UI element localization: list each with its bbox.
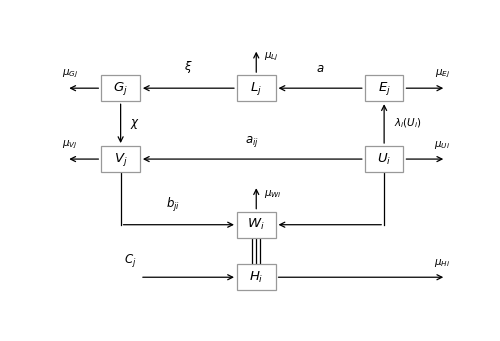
FancyBboxPatch shape (237, 211, 276, 238)
Text: $\lambda_i(U_i)$: $\lambda_i(U_i)$ (394, 117, 422, 130)
FancyBboxPatch shape (237, 264, 276, 291)
Text: $a_{ij}$: $a_{ij}$ (246, 134, 260, 149)
FancyBboxPatch shape (237, 75, 276, 101)
FancyBboxPatch shape (364, 75, 404, 101)
Text: $\xi$: $\xi$ (184, 59, 193, 75)
Text: $H_i$: $H_i$ (249, 270, 264, 285)
Text: $\mu_{Ui}$: $\mu_{Ui}$ (434, 139, 450, 151)
Text: $V_j$: $V_j$ (114, 151, 128, 167)
Text: $\mu_{Ej}$: $\mu_{Ej}$ (434, 68, 450, 80)
Text: $E_j$: $E_j$ (378, 80, 390, 97)
FancyBboxPatch shape (101, 75, 140, 101)
Text: $\mu_{Hi}$: $\mu_{Hi}$ (434, 257, 450, 269)
Text: $a$: $a$ (316, 62, 324, 75)
Text: $\chi$: $\chi$ (130, 117, 140, 131)
Text: $\mu_{Vj}$: $\mu_{Vj}$ (62, 139, 78, 151)
Text: $b_{ji}$: $b_{ji}$ (166, 196, 180, 214)
Text: $C_j$: $C_j$ (124, 252, 136, 269)
Text: $\mu_{Gj}$: $\mu_{Gj}$ (62, 68, 79, 80)
Text: $G_j$: $G_j$ (113, 80, 128, 97)
FancyBboxPatch shape (364, 146, 404, 172)
Text: $\mu_{Lj}$: $\mu_{Lj}$ (264, 50, 279, 62)
Text: $\mu_{Wi}$: $\mu_{Wi}$ (264, 188, 282, 200)
FancyBboxPatch shape (101, 146, 140, 172)
Text: $U_i$: $U_i$ (377, 151, 391, 167)
Text: $L_j$: $L_j$ (250, 80, 262, 97)
Text: $W_i$: $W_i$ (248, 217, 265, 232)
